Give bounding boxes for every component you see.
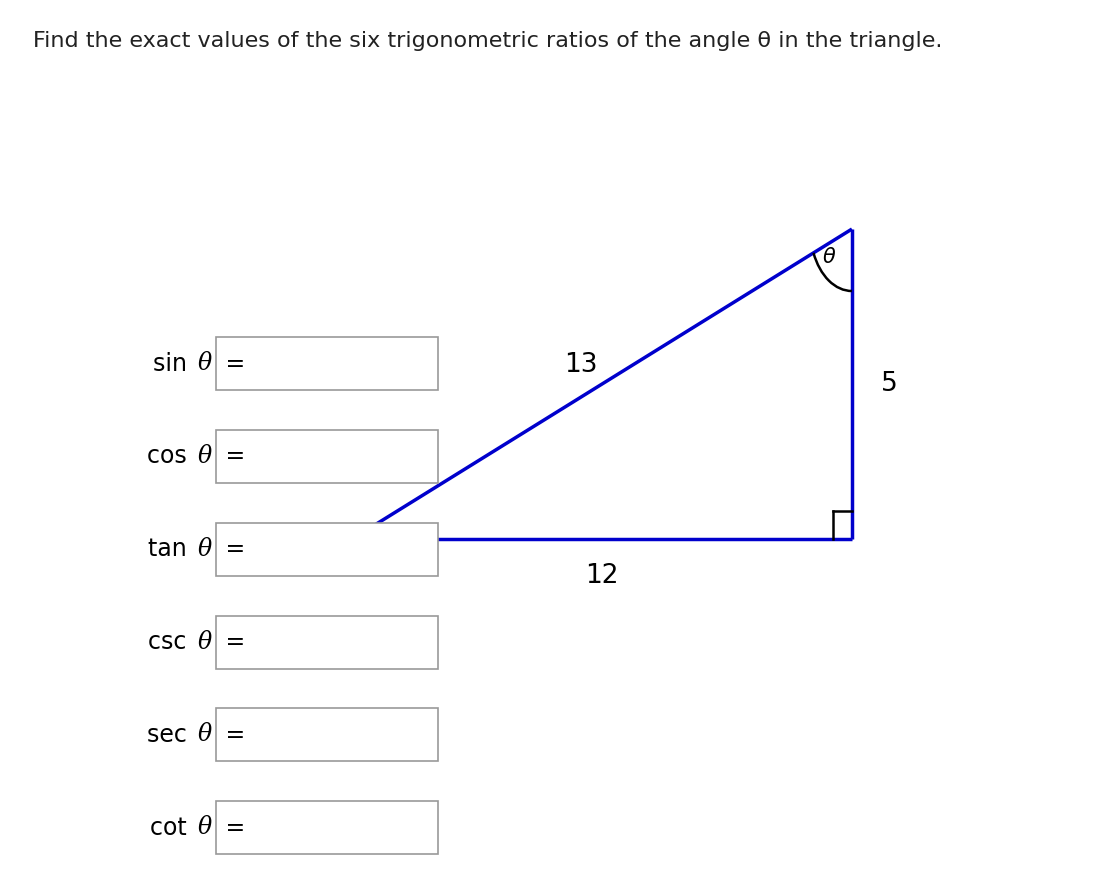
Text: cos: cos — [147, 444, 194, 469]
Text: θ: θ — [198, 538, 212, 561]
Text: θ: θ — [198, 352, 212, 375]
Text: 5: 5 — [881, 371, 898, 397]
Text: Find the exact values of the six trigonometric ratios of the angle θ in the tria: Find the exact values of the six trigono… — [33, 31, 942, 51]
Text: θ: θ — [198, 724, 212, 746]
Text: =: = — [218, 723, 245, 747]
Text: θ: θ — [198, 445, 212, 468]
Text: 12: 12 — [585, 563, 619, 589]
Text: sin: sin — [153, 351, 194, 376]
Text: =: = — [218, 537, 245, 562]
Text: csc: csc — [149, 630, 194, 654]
Text: tan: tan — [148, 537, 194, 562]
Text: cot: cot — [150, 816, 194, 840]
Text: θ: θ — [198, 816, 212, 839]
Text: =: = — [218, 630, 245, 654]
Text: θ: θ — [198, 631, 212, 653]
Text: sec: sec — [147, 723, 194, 747]
Text: =: = — [218, 444, 245, 469]
Text: θ: θ — [823, 247, 836, 267]
Text: =: = — [218, 816, 245, 840]
Text: =: = — [218, 351, 245, 376]
Text: 13: 13 — [565, 352, 598, 378]
